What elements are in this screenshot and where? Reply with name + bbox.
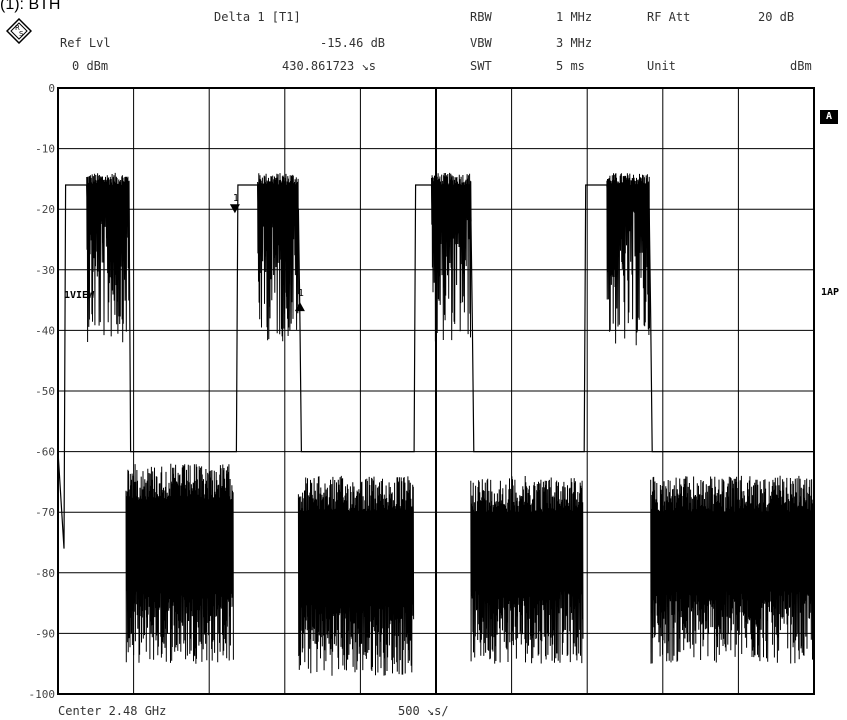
trace-burst	[257, 173, 299, 342]
trace-noise-floor	[650, 475, 815, 664]
trace-noise-floor	[125, 463, 234, 664]
svg-text:R: R	[15, 24, 20, 32]
ref-level-label: Ref Lvl	[60, 36, 111, 50]
page-title: (1): BTH	[0, 0, 61, 13]
swt-label: SWT	[470, 59, 492, 73]
y-tick-label: -80	[35, 567, 55, 580]
marker-label: 1	[298, 288, 304, 299]
delta-level-value: -15.46 dB	[320, 36, 386, 50]
swt-value: 5 ms	[556, 59, 585, 73]
trace-burst	[431, 172, 472, 342]
vbw-label: VBW	[470, 36, 492, 50]
y-tick-label: -70	[35, 506, 55, 519]
trace-burst	[86, 172, 130, 343]
y-tick-label: -20	[35, 203, 55, 216]
y-tick-label: -10	[35, 143, 55, 156]
svg-text:S: S	[19, 30, 24, 38]
center-frequency-label: Center 2.48 GHz	[58, 704, 167, 718]
rf-att-value: 20 dB	[758, 10, 795, 24]
trace-view-label: 1VIEW	[64, 290, 95, 301]
unit-label: Unit	[647, 59, 676, 73]
rbw-value: 1 MHz	[556, 10, 593, 24]
rf-att-label: RF Att	[647, 10, 691, 24]
trace-a-tag: A	[820, 110, 839, 124]
vbw-value: 3 MHz	[556, 36, 593, 50]
y-tick-label: -90	[35, 627, 55, 640]
y-tick-label: 0	[48, 82, 55, 95]
ref-level-value: 0 dBm	[72, 59, 109, 73]
marker-label: 1	[233, 193, 239, 204]
rohde-schwarz-logo-icon: R S	[6, 18, 32, 44]
trace-noise-floor	[470, 475, 584, 664]
rbw-label: RBW	[470, 10, 492, 24]
time-per-division-label: 500 ↘s/	[398, 704, 449, 718]
y-tick-label: -100	[29, 688, 56, 701]
delta-marker-label: Delta 1 [T1]	[214, 10, 301, 24]
y-tick-label: -40	[35, 324, 55, 337]
y-tick-label: -50	[35, 385, 55, 398]
trace-noise-floor	[297, 475, 415, 676]
trace-1ap-label: 1AP	[821, 287, 840, 298]
trace-burst	[606, 173, 650, 346]
unit-value: dBm	[790, 59, 812, 73]
marker-triangle	[294, 302, 305, 312]
marker-triangle	[229, 204, 240, 214]
y-tick-label: -30	[35, 264, 55, 277]
y-tick-label: -60	[35, 446, 55, 459]
delta-time-value: 430.861723 ↘s	[282, 59, 376, 73]
